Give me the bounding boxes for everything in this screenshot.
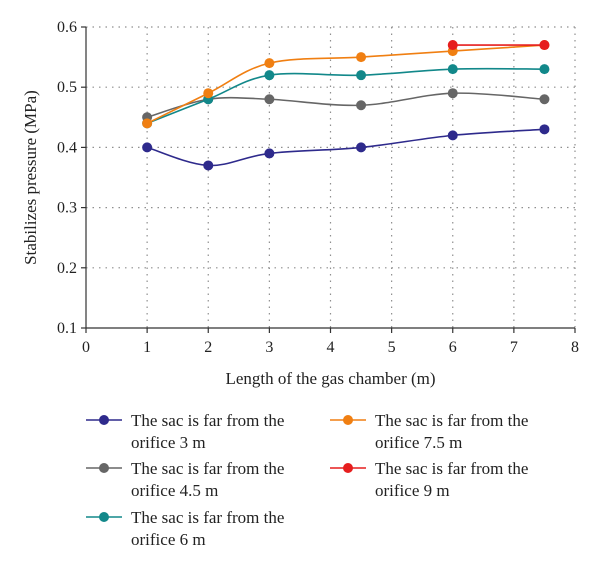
x-tick-label: 3 (265, 339, 273, 356)
legend-marker (343, 415, 353, 425)
legend-item: The sac is far from the orifice 9 m (330, 459, 528, 500)
series-5 (447, 40, 550, 51)
data-point (142, 142, 153, 153)
series-2 (142, 88, 550, 123)
series-line (146, 128, 545, 167)
legend-marker (99, 415, 109, 425)
data-point (356, 52, 367, 63)
y-axis-title: Stabilizes pressure (MPa) (21, 90, 40, 265)
x-tick-label: 1 (143, 339, 151, 356)
axes (81, 26, 576, 333)
x-tick-label: 7 (510, 339, 518, 356)
legend-label: The sac is far from the orifice 6 m (131, 508, 284, 549)
data-point (264, 94, 275, 105)
y-tick-label: 0.5 (57, 79, 77, 96)
legend-label: The sac is far from the orifice 4.5 m (131, 459, 284, 500)
x-tick-label: 5 (388, 339, 396, 356)
data-point (356, 70, 367, 81)
tick-labels: 0 1 2 3 4 5 6 7 8 0.1 0.2 0.3 0.4 0.5 0.6 (57, 19, 579, 356)
legend-item: The sac is far from the orifice 6 m (86, 508, 284, 549)
data-point (142, 118, 153, 129)
legend-item: The sac is far from the orifice 7.5 m (330, 411, 528, 452)
data-point (447, 40, 458, 51)
legend-marker (343, 463, 353, 473)
y-tick-label: 0.6 (57, 19, 77, 36)
series-4 (142, 40, 550, 129)
data-point (539, 64, 550, 75)
legend-label: The sac is far from the orifice 9 m (375, 459, 528, 500)
y-tick-label: 0.3 (57, 200, 77, 217)
data-point (539, 124, 550, 135)
series-layer (142, 40, 550, 171)
y-tick-label: 0.2 (57, 260, 77, 277)
x-tick-label: 0 (82, 339, 90, 356)
legend-label: The sac is far from the orifice 7.5 m (375, 411, 528, 452)
data-point (539, 40, 550, 51)
x-axis-title: Length of the gas chamber (m) (225, 369, 435, 388)
data-point (203, 88, 214, 99)
data-point (203, 160, 214, 171)
data-point (264, 70, 275, 81)
data-point (356, 142, 367, 153)
data-point (539, 94, 550, 105)
legend-item: The sac is far from the orifice 3 m (86, 411, 284, 452)
y-tick-label: 0.1 (57, 320, 77, 337)
legend-marker (99, 463, 109, 473)
data-point (447, 88, 458, 99)
x-tick-label: 6 (449, 339, 457, 356)
data-point (447, 130, 458, 141)
legend-label: The sac is far from the orifice 3 m (131, 411, 284, 452)
legend-item: The sac is far from the orifice 4.5 m (86, 459, 284, 500)
data-point (264, 58, 275, 69)
series-line (146, 44, 545, 125)
data-point (356, 100, 367, 111)
data-point (264, 148, 275, 159)
data-point (447, 64, 458, 75)
y-tick-label: 0.4 (57, 139, 77, 156)
series-1 (142, 124, 550, 171)
x-tick-label: 4 (327, 339, 335, 356)
legend-marker (99, 512, 109, 522)
x-tick-label: 8 (571, 339, 579, 356)
legend: The sac is far from the orifice 3 m The sa… (86, 411, 528, 549)
grid (86, 26, 576, 328)
x-tick-label: 2 (204, 339, 212, 356)
